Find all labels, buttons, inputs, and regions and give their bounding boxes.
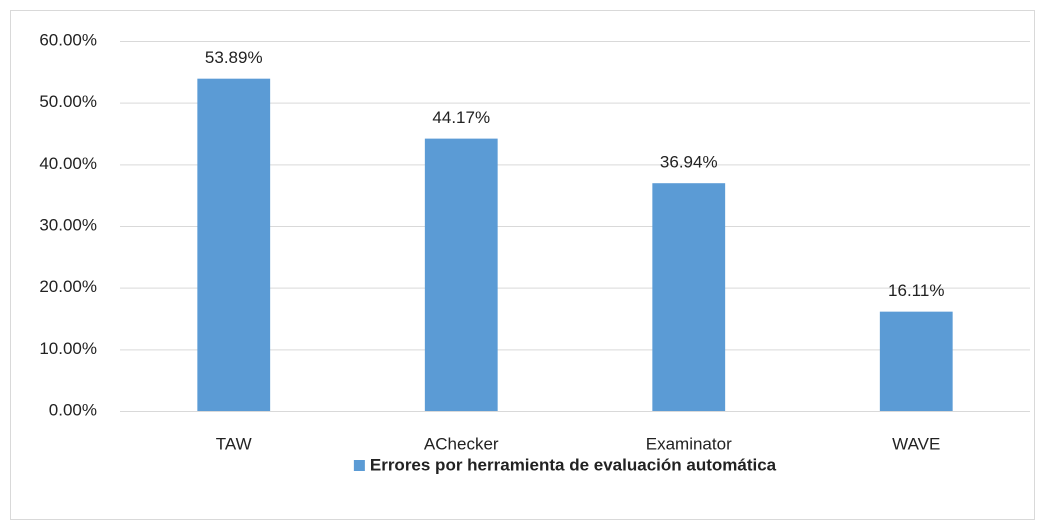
y-tick-label: 60.00% [39, 30, 97, 49]
data-label: 53.89% [205, 48, 263, 67]
x-tick-label: WAVE [892, 434, 940, 453]
y-tick-label: 0.00% [49, 400, 97, 419]
y-tick-label: 20.00% [39, 277, 97, 296]
y-tick-label: 10.00% [39, 339, 97, 358]
data-label: 44.17% [432, 108, 490, 127]
x-tick-label: AChecker [424, 434, 499, 453]
data-label: 36.94% [660, 153, 718, 172]
bar [652, 183, 726, 411]
bar [879, 311, 953, 411]
y-tick-label: 40.00% [39, 154, 97, 173]
legend-swatch [353, 460, 365, 471]
y-tick-label: 30.00% [39, 215, 97, 234]
bar [197, 78, 271, 411]
y-tick-label: 50.00% [39, 92, 97, 111]
data-label: 16.11% [888, 281, 944, 300]
legend-label: Errores por herramienta de evaluación au… [370, 455, 777, 474]
x-tick-label: Examinator [646, 434, 732, 453]
chart-border [10, 10, 1035, 520]
x-tick-label: TAW [216, 434, 252, 453]
bar [424, 138, 498, 411]
